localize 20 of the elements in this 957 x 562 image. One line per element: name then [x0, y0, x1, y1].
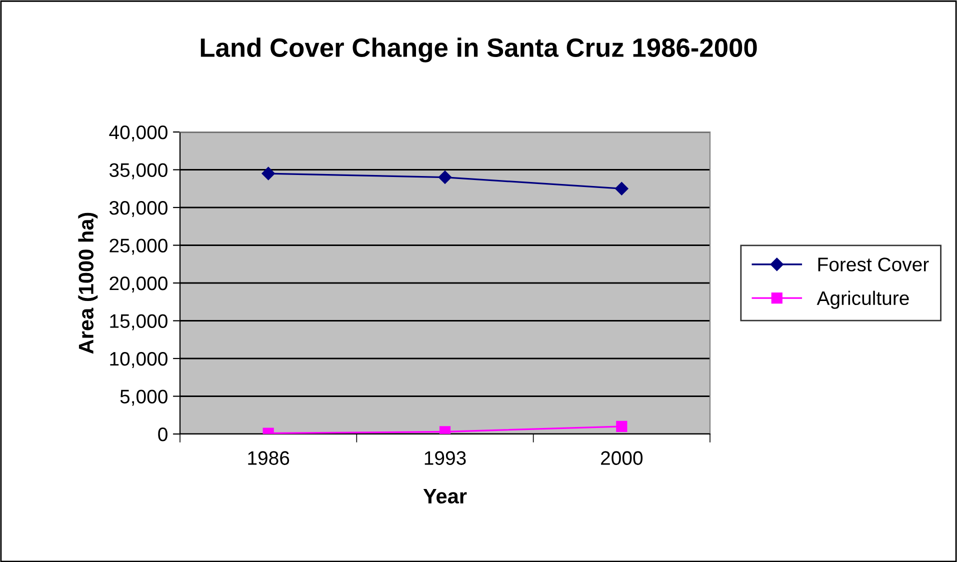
point — [438, 170, 452, 184]
point — [615, 182, 628, 196]
x-axis-title: Year — [423, 489, 467, 504]
chart-title: Land Cover Change in Santa Cruz 1986-2000 — [200, 38, 757, 62]
y-tick-label: 20,000 — [110, 276, 168, 293]
x-tick-label: 2000 — [601, 451, 643, 465]
point — [262, 166, 275, 180]
y-tick-label: 0 — [158, 427, 168, 442]
legend-label: Forest Cover — [818, 258, 929, 272]
y-tick-label: 30,000 — [109, 200, 168, 218]
x-tick-label: 1993 — [424, 451, 466, 465]
y-tick-label: 5,000 — [120, 390, 168, 406]
y-tick-label: 15,000 — [110, 314, 168, 330]
y-axis-title: Area (1000 ha) — [78, 212, 98, 354]
y-tick-label: 35,000 — [109, 163, 168, 180]
x-tick-label: 1986 — [248, 451, 290, 465]
y-tick-label: 40,000 — [109, 125, 168, 142]
y-tick-label: 10,000 — [110, 352, 168, 368]
legend-label: Agriculture — [816, 290, 909, 309]
y-tick-label: 25,000 — [110, 238, 168, 255]
